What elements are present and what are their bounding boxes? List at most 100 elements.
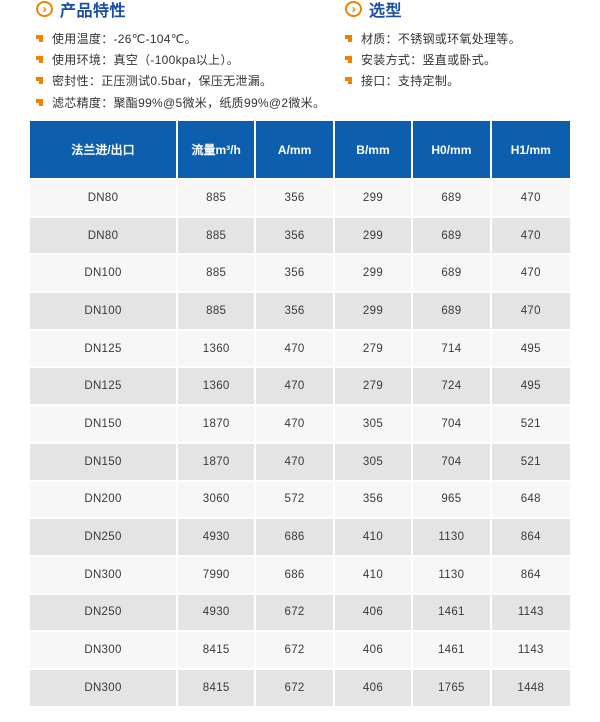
features-title: 产品特性 bbox=[60, 3, 127, 20]
table-row: DN80 885 356 299 689 470 bbox=[30, 217, 570, 256]
table-row: DN300 7990 686 410 1130 864 bbox=[30, 556, 570, 595]
square-bullet-icon bbox=[36, 35, 43, 43]
spec-table-header-row: 法兰进/出口 流量m³/h A/mm B/mm H0/mm H1/mm bbox=[30, 121, 570, 180]
value-cell: 1461 bbox=[413, 632, 492, 670]
value-cell: 1448 bbox=[491, 669, 570, 708]
value-cell: 8415 bbox=[178, 632, 257, 670]
value-cell: 864 bbox=[491, 519, 570, 557]
value-cell: 521 bbox=[491, 443, 570, 482]
value-cell: 406 bbox=[334, 594, 414, 633]
selection-item: 材质：不锈钢或环氧处理等。 bbox=[345, 28, 585, 49]
value-cell: 1143 bbox=[491, 594, 570, 633]
value-cell: 470 bbox=[491, 255, 570, 294]
flange-size-cell: DN250 bbox=[30, 519, 178, 557]
value-cell: 1765 bbox=[413, 669, 492, 708]
value-cell: 1360 bbox=[178, 330, 257, 369]
feature-item: 密封性：正压测试0.5bar，保压无泄漏。 bbox=[36, 70, 336, 91]
value-cell: 885 bbox=[178, 217, 257, 256]
value-cell: 648 bbox=[491, 481, 570, 520]
value-cell: 299 bbox=[334, 180, 414, 218]
value-cell: 689 bbox=[413, 217, 492, 256]
value-cell: 686 bbox=[256, 519, 335, 557]
feature-item: 使用温度：-26℃-104℃。 bbox=[36, 28, 336, 49]
column-header: B/mm bbox=[334, 121, 414, 180]
value-cell: 406 bbox=[334, 669, 414, 708]
column-header: A/mm bbox=[256, 121, 335, 180]
chevron-circle-icon: › bbox=[36, 1, 53, 17]
value-cell: 1130 bbox=[413, 519, 492, 557]
flange-size-cell: DN300 bbox=[30, 556, 178, 595]
value-cell: 1143 bbox=[491, 632, 570, 670]
value-cell: 689 bbox=[413, 255, 492, 294]
list-item-text: 密封性：正压测试0.5bar，保压无泄漏。 bbox=[52, 74, 273, 89]
table-row: DN150 1870 470 305 704 521 bbox=[30, 443, 570, 482]
square-bullet-icon bbox=[345, 56, 352, 64]
value-cell: 572 bbox=[256, 481, 335, 520]
feature-item: 滤芯精度：聚酯99%@5微米，纸质99%@2微米。 bbox=[36, 92, 336, 113]
value-cell: 724 bbox=[413, 368, 492, 407]
value-cell: 279 bbox=[334, 330, 414, 369]
value-cell: 1870 bbox=[178, 443, 257, 482]
value-cell: 470 bbox=[491, 180, 570, 218]
chevron-circle-icon: › bbox=[345, 1, 362, 17]
flange-size-cell: DN80 bbox=[30, 180, 178, 218]
flange-size-cell: DN300 bbox=[30, 669, 178, 708]
value-cell: 356 bbox=[256, 255, 335, 294]
table-row: DN125 1360 470 279 714 495 bbox=[30, 330, 570, 369]
list-item-text: 滤芯精度：聚酯99%@5微米，纸质99%@2微米。 bbox=[52, 95, 326, 110]
value-cell: 299 bbox=[334, 293, 414, 331]
value-cell: 495 bbox=[491, 330, 570, 369]
selection-heading: › 选型 bbox=[345, 0, 585, 21]
flange-size-cell: DN150 bbox=[30, 406, 178, 444]
square-bullet-icon bbox=[345, 77, 352, 85]
column-header: 法兰进/出口 bbox=[30, 121, 178, 180]
column-header: H1/mm bbox=[491, 121, 570, 180]
value-cell: 356 bbox=[256, 293, 335, 331]
value-cell: 4930 bbox=[178, 594, 257, 633]
features-heading: › 产品特性 bbox=[36, 0, 336, 21]
square-bullet-icon bbox=[36, 98, 43, 106]
selection-list: 材质：不锈钢或环氧处理等。 安装方式：竖直或卧式。接口：支持定制。 bbox=[345, 28, 585, 92]
value-cell: 470 bbox=[256, 330, 335, 369]
value-cell: 3060 bbox=[178, 481, 257, 520]
value-cell: 1461 bbox=[413, 594, 492, 633]
selection-title: 选型 bbox=[369, 3, 403, 20]
value-cell: 714 bbox=[413, 330, 492, 369]
table-row: DN100 885 356 299 689 470 bbox=[30, 293, 570, 331]
flange-size-cell: DN100 bbox=[30, 255, 178, 294]
square-bullet-icon bbox=[345, 35, 352, 43]
value-cell: 356 bbox=[334, 481, 414, 520]
selection-item: 安装方式：竖直或卧式。 bbox=[345, 49, 585, 70]
value-cell: 470 bbox=[491, 293, 570, 331]
list-item-text: 使用环境：真空（-100kpa以上）。 bbox=[52, 53, 240, 68]
value-cell: 410 bbox=[334, 556, 414, 595]
table-row: DN100 885 356 299 689 470 bbox=[30, 255, 570, 294]
selection-section: › 选型 材质：不锈钢或环氧处理等。 安装方式：竖直或卧式。接口：支持定制。 bbox=[345, 0, 585, 92]
value-cell: 704 bbox=[413, 406, 492, 444]
features-list: 使用温度：-26℃-104℃。使用环境：真空（-100kpa以上）。密封性：正压… bbox=[36, 28, 336, 113]
value-cell: 356 bbox=[256, 180, 335, 218]
value-cell: 689 bbox=[413, 180, 492, 218]
value-cell: 864 bbox=[491, 556, 570, 595]
value-cell: 470 bbox=[256, 368, 335, 407]
flange-size-cell: DN300 bbox=[30, 632, 178, 670]
value-cell: 1360 bbox=[178, 368, 257, 407]
value-cell: 704 bbox=[413, 443, 492, 482]
value-cell: 672 bbox=[256, 632, 335, 670]
value-cell: 672 bbox=[256, 669, 335, 708]
list-item-text: 接口：支持定制。 bbox=[361, 74, 460, 89]
value-cell: 305 bbox=[334, 406, 414, 444]
spec-table: 法兰进/出口 流量m³/h A/mm B/mm H0/mm H1/mm DN80 885 35… bbox=[30, 121, 570, 708]
flange-size-cell: DN100 bbox=[30, 293, 178, 331]
table-row: DN250 4930 672 406 1461 1143 bbox=[30, 594, 570, 633]
value-cell: 299 bbox=[334, 255, 414, 294]
column-header: H0/mm bbox=[413, 121, 492, 180]
value-cell: 4930 bbox=[178, 519, 257, 557]
value-cell: 686 bbox=[256, 556, 335, 595]
value-cell: 689 bbox=[413, 293, 492, 331]
value-cell: 470 bbox=[491, 217, 570, 256]
value-cell: 885 bbox=[178, 255, 257, 294]
table-row: DN80 885 356 299 689 470 bbox=[30, 180, 570, 218]
value-cell: 406 bbox=[334, 632, 414, 670]
